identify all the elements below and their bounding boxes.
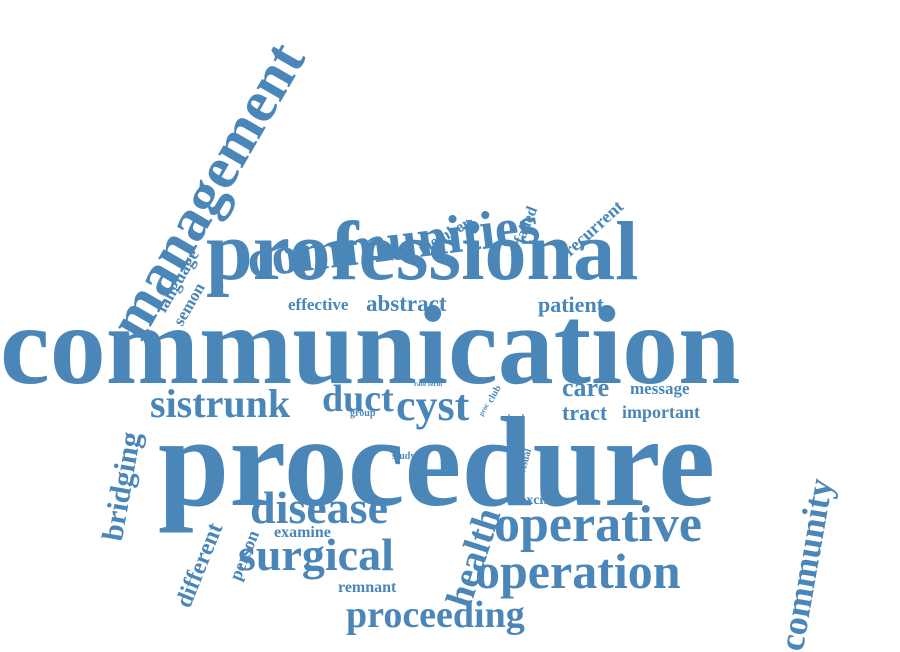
word-procedure: procedure bbox=[158, 391, 715, 533]
word-excision: excision bbox=[520, 493, 568, 508]
word-bridging: bridging bbox=[96, 429, 148, 544]
word-cyst: cyst bbox=[396, 381, 470, 430]
word-effective: effective bbox=[288, 295, 349, 314]
word-abstract: abstract bbox=[366, 291, 447, 316]
word-group: group bbox=[350, 408, 376, 419]
word-duct: duct bbox=[322, 378, 394, 420]
word-different: different bbox=[171, 519, 229, 612]
word-patient: patient bbox=[538, 292, 604, 317]
word-examine: examine bbox=[274, 524, 331, 541]
word-proceeding: proceeding bbox=[346, 594, 525, 636]
word-tract: tract bbox=[562, 400, 608, 425]
word-disease: disease bbox=[250, 482, 388, 533]
word-care: care bbox=[562, 373, 610, 402]
word-community: community bbox=[771, 475, 841, 652]
word-professional: professional bbox=[206, 205, 639, 298]
word-communication: communication bbox=[0, 284, 741, 408]
word-operation: operation bbox=[475, 543, 681, 599]
word-study: study bbox=[392, 451, 416, 462]
word-sistrunk: sistrunk bbox=[150, 381, 291, 426]
word-operative: operative bbox=[494, 496, 702, 553]
word-message: message bbox=[630, 379, 690, 398]
word-important: important bbox=[622, 402, 700, 422]
word-remnant: remnant bbox=[338, 579, 397, 596]
word-surgical: surgical bbox=[238, 529, 394, 580]
word-rate-term: rate term bbox=[414, 380, 443, 388]
word-local: local bbox=[508, 413, 524, 422]
